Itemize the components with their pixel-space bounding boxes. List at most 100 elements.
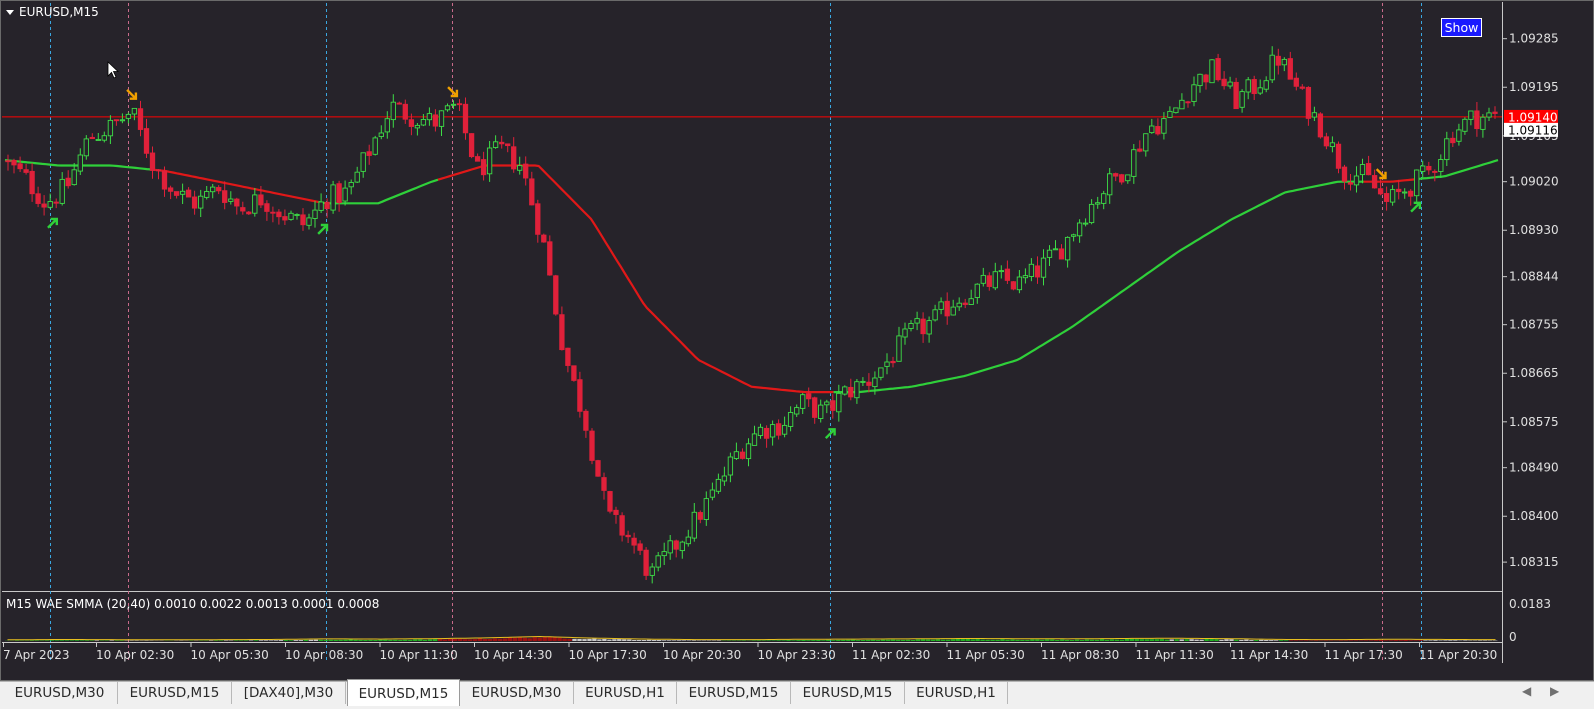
chart-tab[interactable]: [DAX40],M30: [232, 682, 346, 704]
candle: [1149, 118, 1155, 134]
wae-bar: [1338, 640, 1344, 641]
chart-window[interactable]: 1.092851.091951.091051.090201.089301.088…: [0, 0, 1594, 681]
wae-bar: [273, 640, 279, 641]
candle: [240, 201, 246, 215]
wae-bar: [642, 640, 647, 641]
wae-bar: [452, 638, 458, 641]
wae-bar: [298, 640, 303, 641]
chart-tab[interactable]: EURUSD,H1: [574, 682, 677, 704]
wae-bar: [343, 639, 348, 641]
wae-bar: [502, 638, 508, 641]
wae-bar: [1313, 640, 1319, 641]
scroll-right-icon[interactable]: ▶: [1550, 684, 1560, 698]
candle: [1215, 53, 1221, 82]
wae-bar: [1030, 639, 1035, 641]
wae-bar: [1418, 640, 1423, 641]
price-tick-label: 1.09020: [1509, 175, 1559, 189]
candle: [23, 164, 29, 175]
wae-bar: [358, 639, 363, 641]
candle: [818, 399, 824, 423]
candle: [35, 186, 41, 208]
chart-tab[interactable]: EURUSD,M30: [460, 682, 574, 704]
show-button[interactable]: Show: [1441, 18, 1482, 37]
chart-tab[interactable]: EURUSD,M15: [347, 679, 460, 706]
candle: [607, 490, 613, 514]
chart-tab[interactable]: EURUSD,M15: [791, 682, 905, 704]
wae-bar: [457, 638, 463, 641]
candle: [420, 114, 427, 127]
candle: [655, 552, 661, 572]
wae-bar: [880, 639, 886, 641]
chart-tab[interactable]: EURUSD,M30: [2, 682, 118, 704]
wae-bar: [507, 637, 512, 641]
candle: [77, 148, 83, 175]
wae-bar: [1438, 640, 1443, 641]
candle: [1414, 169, 1420, 204]
wae-bar: [1234, 639, 1239, 641]
chart-tab[interactable]: EURUSD,M15: [677, 682, 791, 704]
wae-bar: [238, 640, 244, 641]
wae-bar: [482, 639, 488, 641]
candle: [571, 365, 577, 382]
wae-bar: [353, 639, 358, 641]
candle: [547, 235, 553, 276]
time-tick-label: 10 Apr 11:30: [380, 648, 458, 662]
candle: [1227, 76, 1233, 89]
collapse-triangle-icon[interactable]: [6, 10, 14, 15]
wae-bar: [398, 640, 403, 641]
wae-bar: [308, 639, 313, 641]
wae-bar: [248, 640, 254, 641]
wae-bar: [59, 640, 65, 641]
wae-bar: [313, 639, 318, 641]
time-tick-label: 10 Apr 17:30: [569, 648, 647, 662]
wae-bar: [627, 639, 632, 641]
wae-bar: [975, 639, 980, 641]
candle: [872, 371, 878, 395]
wae-bar: [1443, 640, 1448, 641]
wae-bar: [263, 640, 269, 641]
candle: [1432, 169, 1438, 182]
candle: [1239, 89, 1245, 113]
candle: [1408, 189, 1414, 206]
candle: [1365, 155, 1372, 176]
chart-canvas[interactable]: 1.092851.091951.091051.090201.089301.088…: [1, 1, 1593, 680]
wae-bar: [995, 639, 1000, 641]
candle: [625, 530, 631, 543]
wae-bar: [388, 639, 393, 641]
main-plot-area[interactable]: [2, 2, 1502, 591]
wae-bar: [1398, 640, 1403, 641]
candle: [426, 107, 433, 126]
time-tick-label: 10 Apr 08:30: [285, 648, 363, 662]
candle: [234, 197, 240, 215]
candle: [1371, 169, 1378, 189]
candle: [517, 156, 523, 175]
wae-bar: [582, 639, 587, 641]
candle: [41, 195, 47, 216]
candle: [198, 189, 204, 217]
candle: [1028, 258, 1035, 282]
candle: [65, 170, 71, 189]
candle: [842, 385, 848, 396]
wae-bar: [423, 639, 428, 641]
time-axis: 7 Apr 2023 10 Apr 02:30 10 Apr 05:30 10 Apr…: [3, 643, 1497, 662]
candle: [1167, 106, 1173, 118]
candle: [167, 185, 174, 200]
wae-bar: [786, 640, 791, 641]
candle: [806, 387, 812, 407]
wae-bar: [1403, 640, 1408, 641]
wae-bar: [74, 640, 80, 641]
wae-bar: [1124, 638, 1130, 641]
time-tick-label: 10 Apr 23:30: [758, 648, 836, 662]
candle: [1426, 161, 1432, 175]
time-tick-label: 10 Apr 02:30: [96, 648, 174, 662]
chart-tab[interactable]: EURUSD,M15: [118, 682, 232, 704]
candle: [1143, 133, 1149, 157]
candle: [1191, 76, 1197, 107]
candle: [384, 111, 390, 139]
wae-bar: [741, 640, 746, 641]
candle: [282, 209, 288, 225]
wae-bar: [930, 639, 936, 641]
chart-tab[interactable]: EURUSD,H1: [905, 682, 1008, 704]
scroll-left-icon[interactable]: ◀: [1522, 684, 1532, 698]
candle: [932, 304, 938, 322]
